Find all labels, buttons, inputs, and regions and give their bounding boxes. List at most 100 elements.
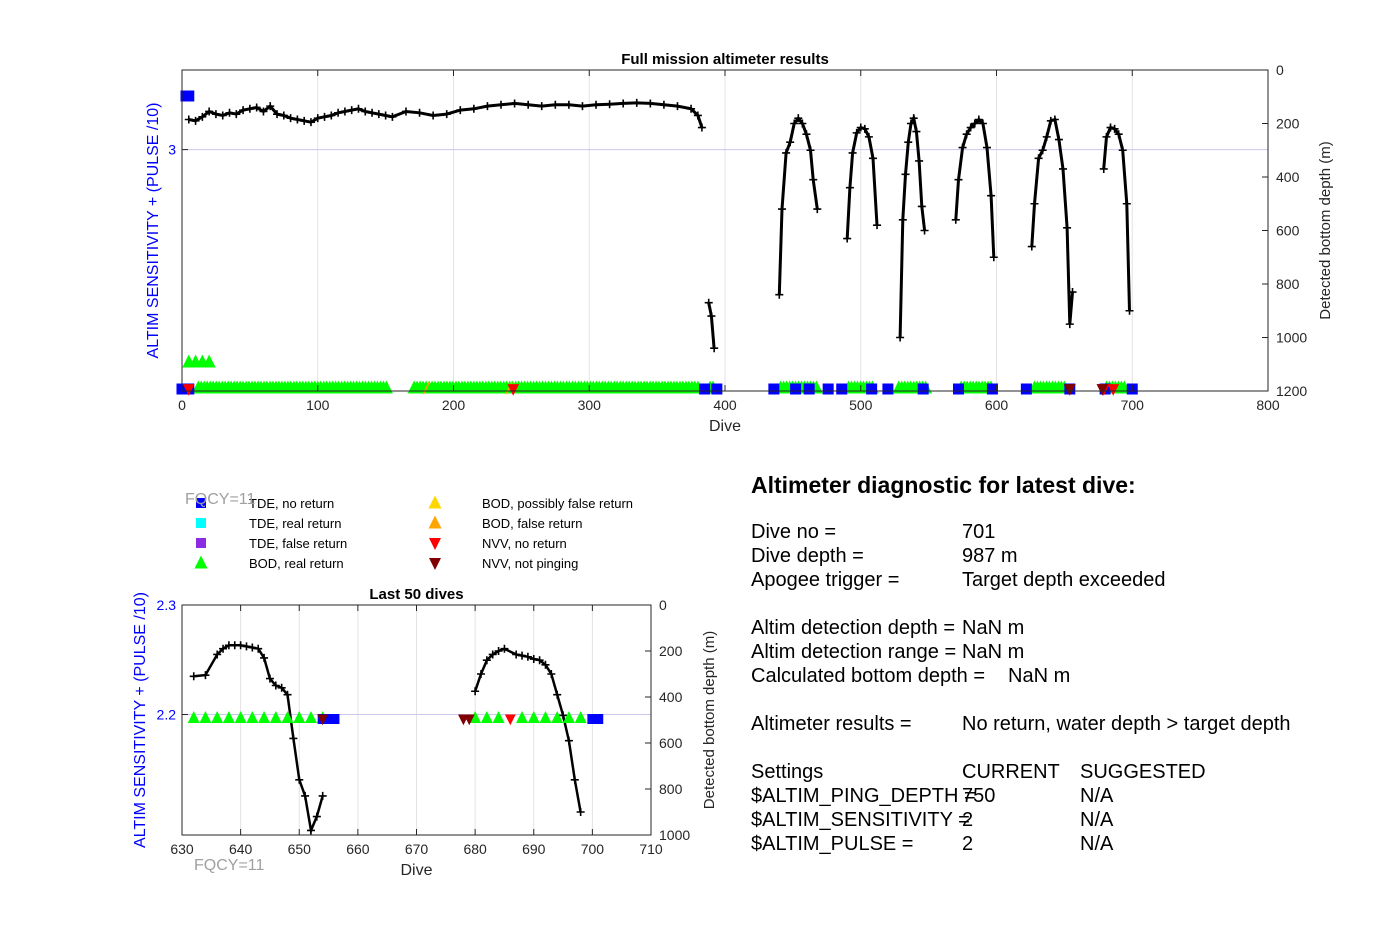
- y-right-tick-label: 600: [1276, 223, 1300, 239]
- x-tick-label: 660: [346, 841, 370, 857]
- legend-label: NVV, not pinging: [482, 556, 578, 571]
- last-50-dives-chart: 630 640 650 660 670 680 690 700 710 2.2 2.3 0 200 400…: [132, 586, 718, 879]
- nvv-no-return-marker: [1107, 384, 1120, 396]
- tde-no-return-marker: [952, 383, 964, 395]
- depth-point-marker: [845, 183, 854, 192]
- depth-point-marker: [381, 111, 390, 120]
- tde-no-return-marker: [323, 714, 334, 724]
- depth-point-marker: [778, 205, 787, 214]
- depth-point-marker: [1050, 115, 1059, 124]
- bod-real-return-marker: [293, 711, 306, 724]
- depth-point-marker: [476, 670, 485, 678]
- depth-point-marker: [915, 156, 924, 165]
- depth-point-marker: [806, 146, 815, 155]
- depth-point-marker: [605, 100, 614, 109]
- y-right-tick-label: 400: [659, 689, 683, 705]
- depth-point-marker: [248, 643, 257, 652]
- y-left-tick-label: 3: [168, 142, 176, 158]
- diag-label-apogee-trigger: Apogee trigger =: [751, 569, 900, 591]
- depth-point-marker: [537, 102, 546, 111]
- depth-point-marker: [798, 119, 807, 128]
- depth-series-line: [898, 113, 927, 338]
- nvv-not-pinging-marker: [317, 714, 329, 726]
- setting-pulse-suggested: N/A: [1080, 833, 1114, 855]
- depth-point-marker: [564, 736, 573, 745]
- depth-point-marker: [954, 175, 963, 184]
- legend-marker: [428, 515, 442, 529]
- depth-point-marker: [551, 100, 560, 109]
- x-axis-label: Dive: [400, 862, 432, 879]
- depth-point-marker: [388, 112, 397, 121]
- bod-real-return-marker: [574, 711, 587, 724]
- bod-real-return-marker: [234, 711, 247, 724]
- depth-point-marker: [374, 110, 383, 119]
- x-tick-label: 0: [178, 397, 186, 413]
- depth-point-marker: [592, 100, 601, 109]
- depth-point-marker: [306, 118, 315, 127]
- depth-series-line: [473, 647, 582, 813]
- depth-point-marker: [189, 672, 198, 681]
- y-right-tick-label: 400: [1276, 169, 1300, 185]
- depth-point-marker: [340, 107, 349, 116]
- x-tick-label: 700: [1121, 397, 1145, 413]
- depth-point-marker: [1042, 132, 1051, 141]
- depth-point-marker: [1125, 306, 1134, 315]
- legend-marker: [428, 495, 442, 509]
- x-tick-label: 800: [1256, 397, 1280, 413]
- tde-no-return-marker: [822, 383, 834, 395]
- depth-point-marker: [564, 100, 573, 109]
- depth-point-marker: [529, 655, 538, 664]
- depth-point-marker: [1099, 164, 1108, 173]
- depth-point-marker: [524, 100, 533, 109]
- bod-real-return-marker: [516, 711, 529, 724]
- depth-point-marker: [707, 312, 716, 321]
- y-left-axis-label: ALTIM SENSITIVITY + (PULSE /10): [145, 103, 162, 359]
- depth-point-marker: [809, 175, 818, 184]
- x-axis-label: Dive: [709, 418, 741, 435]
- depth-point-marker: [327, 111, 336, 120]
- y-right-tick-label: 0: [659, 597, 667, 613]
- tde-no-return-marker: [587, 714, 598, 724]
- depth-point-marker: [283, 690, 292, 699]
- y-right-tick-label: 200: [659, 643, 683, 659]
- depth-point-marker: [848, 148, 857, 157]
- nvv-not-pinging-marker: [1063, 384, 1076, 396]
- depth-point-marker: [1054, 135, 1063, 144]
- nvv-no-return-marker: [182, 384, 195, 396]
- settings-header-label: Settings: [751, 761, 824, 783]
- setting-sensitivity-label: $ALTIM_SENSITIVITY =: [751, 809, 970, 831]
- x-tick-label: 400: [713, 397, 737, 413]
- depth-point-marker: [271, 681, 280, 690]
- depth-point-marker: [523, 652, 532, 661]
- full-mission-chart: 0 100 200 300 400 500 600 700 800302004006008001…: [145, 51, 1334, 435]
- depth-point-marker: [273, 110, 282, 119]
- bod-real-return-marker: [551, 711, 564, 724]
- depth-point-marker: [518, 651, 527, 660]
- depth-point-marker: [970, 119, 979, 128]
- depth-point-marker: [313, 114, 322, 123]
- depth-point-marker: [1065, 320, 1074, 329]
- y-left-tick-label: 2.3: [157, 597, 177, 613]
- depth-point-marker: [794, 114, 803, 123]
- y-right-tick-label: 800: [659, 781, 683, 797]
- legend-marker: [196, 538, 206, 548]
- bod-real-return-marker: [527, 711, 540, 724]
- y-right-tick-label: 200: [1276, 116, 1300, 132]
- bod-false-return-marker: [422, 381, 431, 395]
- legend-label: BOD, false return: [482, 516, 582, 531]
- diag-value-results: No return, water depth > target depth: [962, 713, 1291, 735]
- depth-point-marker: [802, 130, 811, 139]
- bod-real-return-marker: [480, 711, 493, 724]
- tde-no-return-marker: [1020, 383, 1032, 395]
- depth-point-marker: [259, 107, 268, 116]
- tde-no-return-marker: [917, 383, 929, 395]
- diag-value-apogee-trigger: Target depth exceeded: [962, 569, 1166, 591]
- depth-point-marker: [920, 226, 929, 235]
- diag-value-detection-range: NaN m: [962, 641, 1025, 663]
- depth-point-marker: [500, 644, 509, 653]
- tde-no-return-marker: [803, 383, 815, 395]
- depth-point-marker: [1059, 164, 1068, 173]
- depth-point-marker: [286, 114, 295, 123]
- depth-point-marker: [318, 791, 327, 800]
- depth-point-marker: [488, 650, 497, 659]
